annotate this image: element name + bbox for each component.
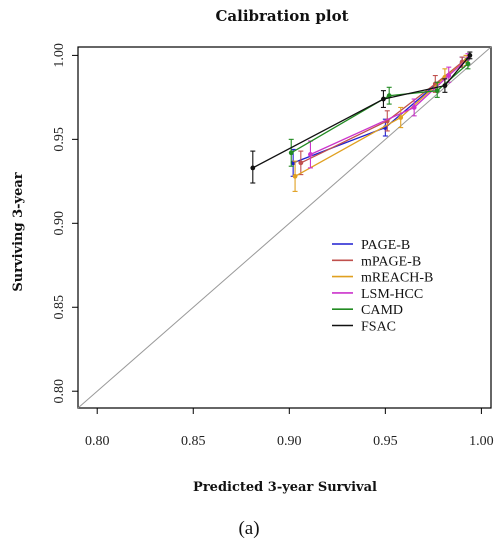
series-mpage-b [298,56,465,176]
y-tick-label: 0.90 [52,211,67,236]
reference-diagonal [77,46,492,409]
plot-frame [77,46,492,409]
y-tick-label: 0.85 [52,295,67,320]
data-point [308,152,313,157]
legend-label: mPAGE-B [361,254,421,269]
legend-label: LSM-HCC [361,287,423,302]
data-point [411,105,417,110]
y-axis: 0.80 0.85 0.90 0.95 1.00 [52,43,78,403]
x-tick-label: 1.00 [469,434,494,449]
y-tick-label: 1.00 [52,43,67,68]
y-axis-title: Surviving 3-year [11,172,26,291]
x-axis-title: Predicted 3-year Survival [193,480,377,495]
x-tick-label: 0.85 [181,434,206,449]
figure-caption: (a) [238,518,259,539]
data-point [292,173,298,179]
legend-label: PAGE-B [361,238,410,253]
series-line [252,54,471,169]
reference-line-group [77,46,492,409]
data-point [288,150,294,156]
series-line [310,58,469,156]
series-line [292,61,463,164]
data-point [398,115,404,120]
data-point [446,73,452,78]
x-tick-label: 0.95 [373,434,398,449]
x-axis: 0.80 0.85 0.90 0.95 1.00 [85,408,494,449]
data-point [250,165,256,171]
data-point [381,96,386,102]
data-point [442,83,448,89]
data-point [465,61,471,67]
series-layer [250,51,473,192]
series-fsac [250,51,473,184]
data-point [467,52,473,58]
legend-label: CAMD [361,303,403,318]
data-point [434,88,440,94]
y-tick-label: 0.80 [52,379,67,404]
series-mreach-b [292,54,469,192]
data-point [386,93,392,99]
y-tick-label: 0.95 [52,127,67,152]
series-line [294,59,467,177]
legend-label: mREACH-B [361,271,433,286]
x-tick-label: 0.80 [85,434,110,449]
legend-label: FSAC [361,320,396,335]
series-camd [288,58,471,167]
x-tick-label: 0.90 [277,434,302,449]
series-line [290,63,469,154]
series-page-b [290,56,465,177]
data-point [298,160,304,166]
plot-border [77,46,492,409]
chart-title: Calibration plot [215,7,348,25]
